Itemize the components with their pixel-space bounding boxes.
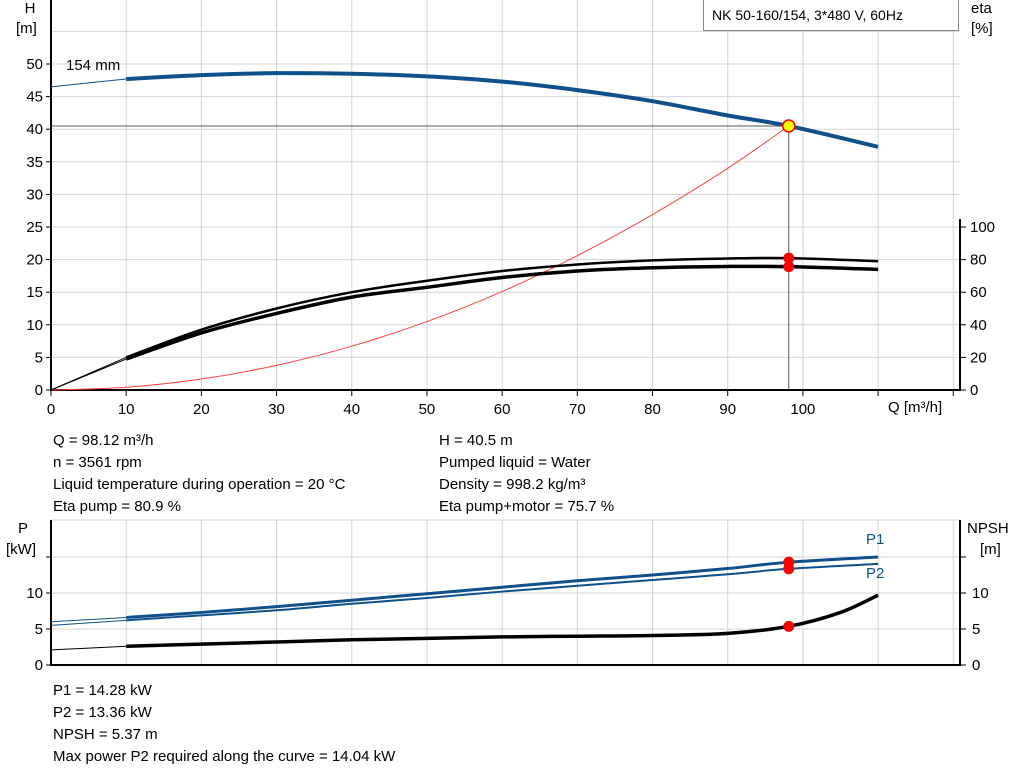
info-npsh: NPSH = 5.37 m: [53, 726, 158, 743]
p1-curve: [126, 555, 879, 619]
q-tick-label: 50: [419, 401, 436, 418]
info-top-left: Q = 98.12 m³/h n = 3561 rpm Liquid tempe…: [53, 430, 345, 518]
eta-pump-motor-curve: [125, 264, 879, 361]
h-tick-label: 10: [26, 317, 43, 334]
q-tick-label: 60: [494, 401, 511, 418]
eta-axis-label: eta: [971, 0, 992, 17]
h-tick-label: 20: [26, 252, 43, 269]
info-eta-pump-motor: Eta pump+motor = 75.7 %: [439, 498, 615, 515]
p1-curve-extrapolated: [50, 616, 127, 623]
eta-pump-motor-operating-point: [783, 261, 795, 273]
info-q: Q = 98.12 m³/h: [53, 432, 154, 449]
info-n: n = 3561 rpm: [53, 454, 142, 471]
system-curve: [50, 125, 790, 391]
head-curve: [126, 71, 879, 149]
info-density: Density = 998.2 kg/m³: [439, 476, 586, 493]
h-tick-label: 15: [26, 284, 43, 301]
info-top-right: H = 40.5 m Pumped liquid = Water Density…: [439, 430, 614, 518]
info-max-power: Max power P2 required along the curve = …: [53, 748, 396, 765]
p-tick-label: 5: [35, 621, 43, 638]
eta-axis-unit: [%]: [971, 20, 993, 37]
info-eta-pump: Eta pump = 80.9 %: [53, 498, 181, 515]
eta-pump-curve: [125, 256, 879, 359]
info-p2: P2 = 13.36 kW: [53, 704, 152, 721]
p-tick-label: 0: [35, 657, 43, 674]
p2-series-label: P2: [866, 565, 885, 582]
p-axis-label: P: [18, 520, 29, 537]
p2-curve-extrapolated: [50, 619, 127, 626]
h-axis-unit: [m]: [16, 20, 37, 37]
npsh-axis-unit: [m]: [980, 541, 1001, 558]
h-tick-label: 0: [35, 382, 43, 399]
head-operating-point: [782, 119, 796, 133]
h-tick-label: 40: [26, 121, 43, 138]
npsh-curve-extrapolated: [50, 645, 127, 651]
p1-series-label: P1: [866, 531, 885, 548]
npsh-operating-point: [783, 620, 795, 632]
h-tick-label: 5: [35, 349, 43, 366]
h-tick-label: 25: [26, 219, 43, 236]
q-tick-label: 30: [268, 401, 285, 418]
h-axis-label: H: [24, 0, 36, 17]
q-tick-label: 0: [47, 401, 55, 418]
info-pumped-liquid: Pumped liquid = Water: [439, 454, 591, 471]
pump-legend-title: NK 50-160/154, 3*480 V, 60Hz: [703, 0, 959, 31]
eta-tick-label: 80: [970, 252, 987, 269]
eta-tick-label: 100: [970, 219, 995, 236]
q-tick-label: 80: [644, 401, 661, 418]
eta-tick-label: 0: [970, 382, 978, 399]
eta-pump-operating-point: [783, 252, 795, 264]
info-p1: P1 = 14.28 kW: [53, 682, 152, 699]
eta-tick-label: 40: [970, 317, 987, 334]
info-liquid-temp: Liquid temperature during operation = 20…: [53, 476, 346, 493]
p-axis-unit: [kW]: [6, 541, 36, 558]
npsh-axis-label: NPSH: [967, 520, 1009, 537]
q-tick-label: 70: [569, 401, 586, 418]
info-h: H = 40.5 m: [439, 432, 513, 449]
npsh-tick-label: 5: [972, 621, 980, 638]
q-tick-label: 100: [790, 401, 815, 418]
eta-tick-label: 60: [970, 284, 987, 301]
q-tick-label: 20: [193, 401, 210, 418]
npsh-tick-label: 0: [972, 657, 980, 674]
eta-tick-label: 20: [970, 349, 987, 366]
p2-operating-point: [783, 563, 795, 575]
h-tick-label: 30: [26, 186, 43, 203]
eta-pump-motor-curve-extrapolated: [50, 358, 127, 391]
npsh-tick-label: 10: [972, 585, 989, 602]
head-curve-extrapolated: [50, 78, 127, 88]
q-axis-label: Q [m³/h]: [888, 399, 943, 416]
p-tick-label: 10: [26, 585, 43, 602]
q-tick-label: 10: [118, 401, 135, 418]
h-tick-label: 45: [26, 89, 43, 106]
h-tick-label: 35: [26, 154, 43, 171]
info-bottom: P1 = 14.28 kW P2 = 13.36 kW NPSH = 5.37 …: [53, 680, 395, 768]
impeller-annotation: 154 mm: [66, 57, 121, 74]
p2-curve: [126, 562, 879, 622]
q-tick-label: 90: [719, 401, 736, 418]
q-tick-label: 40: [343, 401, 360, 418]
h-tick-label: 50: [26, 56, 43, 73]
